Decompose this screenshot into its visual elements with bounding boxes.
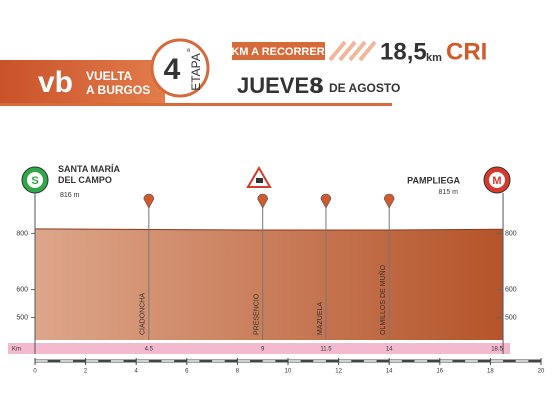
distance-caption: KM A RECORRER <box>231 46 324 58</box>
y-tick-label: 600 <box>16 286 28 293</box>
waypoint-name: MAZUELA <box>317 302 324 335</box>
discipline: CRI <box>446 38 487 65</box>
x-tick-label: 2 <box>84 369 88 375</box>
header-band <box>0 60 165 106</box>
month: DE AGOSTO <box>329 81 400 95</box>
stripes <box>328 40 377 62</box>
y-tick-label: 500 <box>505 314 517 321</box>
area-fill <box>35 228 504 340</box>
header-rule <box>0 103 392 106</box>
x-tick-label: 18 <box>487 369 494 375</box>
waypoint-pin <box>257 193 269 209</box>
day: 8 <box>310 73 322 98</box>
stage-suffix: ª <box>187 47 190 56</box>
caption-box <box>232 42 325 60</box>
km-label: 14 <box>386 347 393 353</box>
x-tick-label: 10 <box>285 369 292 375</box>
start-icon: S <box>31 175 38 187</box>
finish-icon: M <box>492 175 501 187</box>
x-tick-label: 14 <box>386 369 393 375</box>
x-tick-label: 6 <box>185 369 189 375</box>
logo-mark: vb <box>38 66 73 99</box>
weekday: JUEVES <box>237 73 324 98</box>
place-name: SANTA MARÍA DEL CAMPO <box>58 164 120 185</box>
waypoint-pin <box>383 193 395 209</box>
km-label: 9 <box>261 347 265 353</box>
stage-badge <box>150 38 210 98</box>
waypoint-name: PRESENCIO <box>254 293 261 335</box>
x-tick-label: 4 <box>135 369 139 375</box>
km-label: 11.5 <box>320 347 332 353</box>
km-label: 4.5 <box>145 347 154 353</box>
elevation-label: 816 m <box>60 192 80 199</box>
brand: VUELTA <box>86 69 133 83</box>
warning-icon <box>246 166 272 188</box>
stage-word: ETAPA <box>189 53 203 91</box>
km-bar <box>8 343 510 354</box>
y-tick-label: 600 <box>505 286 517 293</box>
waypoint-pin <box>320 193 332 209</box>
x-tick-label: 0 <box>33 369 37 375</box>
y-tick-label: 800 <box>16 230 28 237</box>
waypoint-name: CIADONCHA <box>140 293 147 335</box>
profile-line <box>34 228 504 231</box>
brand: A BURGOS <box>86 83 150 97</box>
km-bar-label: Km <box>12 347 21 353</box>
elevation-label: 815 m <box>439 189 459 196</box>
waypoint-name: OLMILLOS DE MUÑO <box>378 264 387 335</box>
warning-symbol <box>256 178 263 183</box>
y-tick-label: 800 <box>505 230 517 237</box>
waypoint-pin <box>143 193 155 209</box>
start-icon-inner <box>27 172 43 188</box>
y-tick-label: 500 <box>16 314 28 321</box>
stage-number: 4 <box>164 53 181 86</box>
x-tick-label: 20 <box>538 369 545 375</box>
x-tick-label: 12 <box>335 369 342 375</box>
distance-unit: km <box>426 52 442 64</box>
finish-icon-inner <box>489 172 505 188</box>
x-tick-label: 8 <box>236 369 240 375</box>
distance: 18,5 <box>380 38 427 65</box>
km-label: 18.5 <box>491 347 503 353</box>
x-tick-label: 16 <box>436 369 443 375</box>
place-name: PAMPLIEGA <box>407 175 460 185</box>
